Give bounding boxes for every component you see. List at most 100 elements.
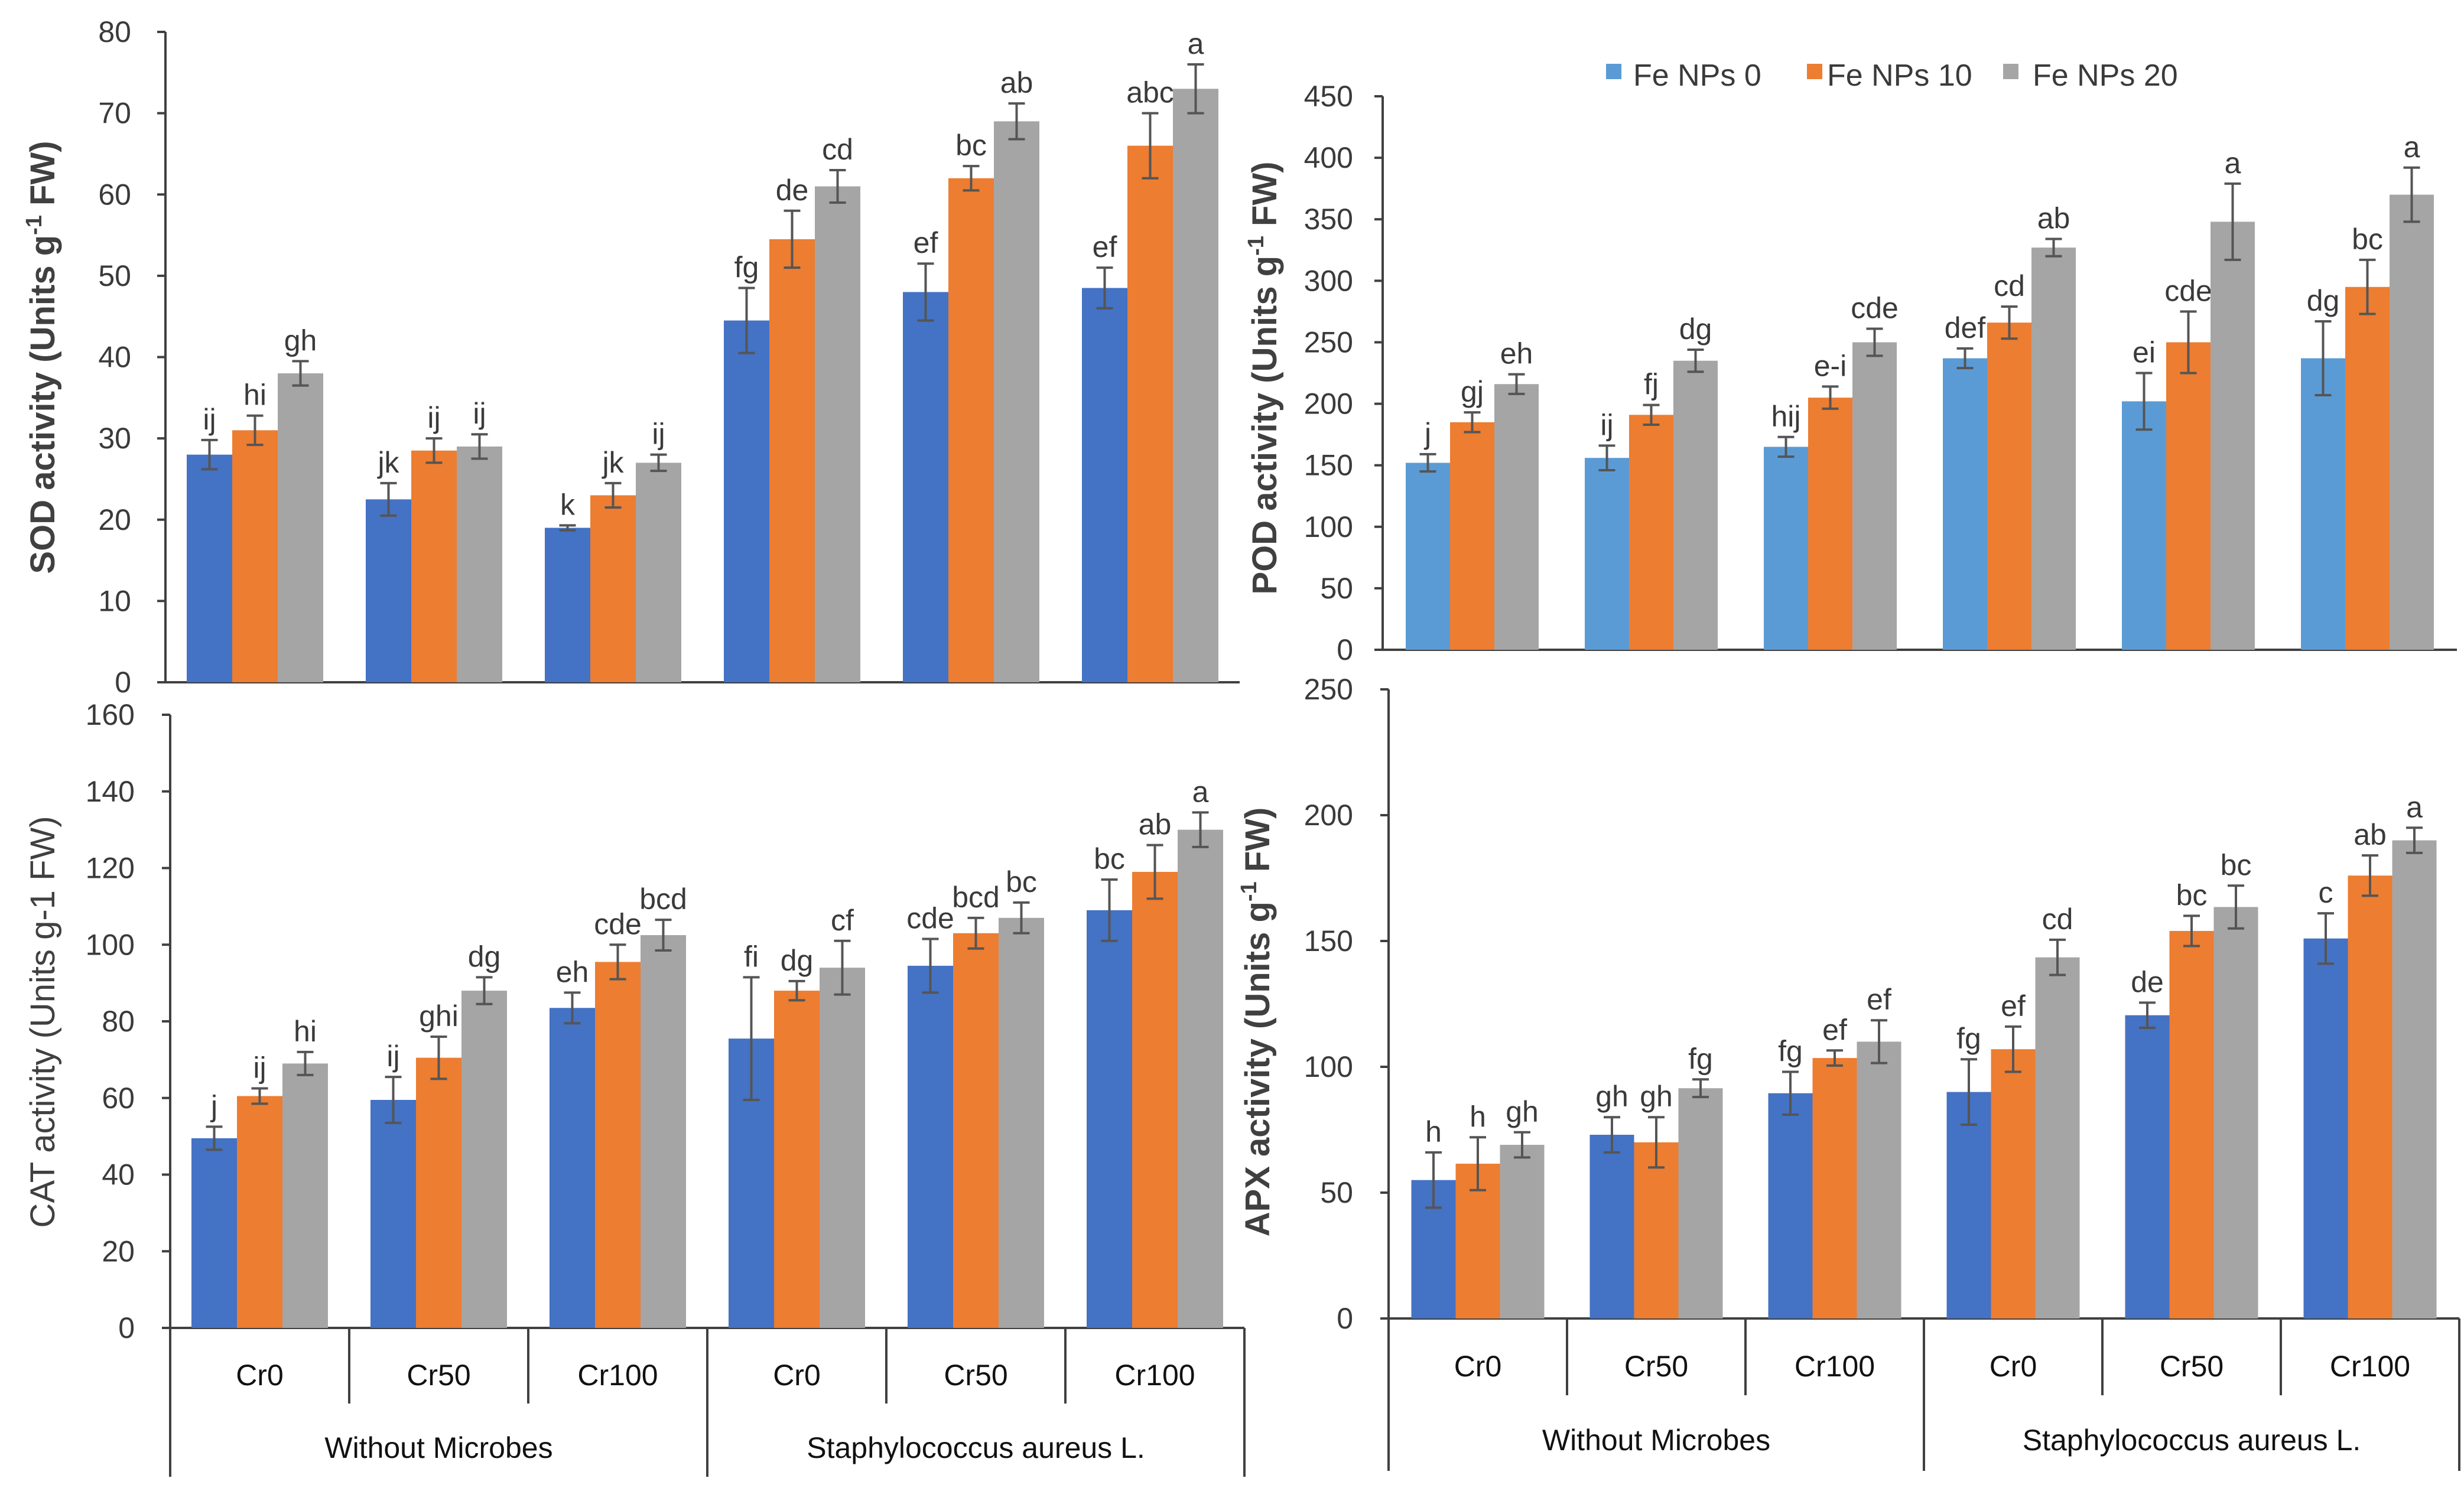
pod-bar: [1764, 447, 1808, 650]
apx-category-label: Cr0: [1990, 1350, 2037, 1383]
pod-y-tick-label: 0: [1337, 633, 1353, 666]
cat-bar: [550, 1008, 595, 1328]
sod-significance-letter: k: [560, 488, 576, 521]
apx-bar: [1946, 1092, 1991, 1318]
legend-label-fe-nps-0: Fe NPs 0: [1633, 58, 1761, 93]
cat-y-tick-label: 40: [102, 1158, 135, 1191]
sod-significance-letter: hi: [243, 379, 266, 412]
apx-category-label: Cr50: [1624, 1350, 1688, 1383]
cat-y-tick-label: 60: [102, 1082, 135, 1115]
pod-significance-letter: fj: [1644, 368, 1659, 401]
sod-bar: [1082, 288, 1127, 682]
pod-significance-letter: dg: [1679, 312, 1712, 346]
cat-significance-letter: a: [1192, 775, 1209, 808]
sod-bar: [815, 186, 860, 682]
apx-bar: [1500, 1145, 1545, 1318]
apx-significance-letter: c: [2319, 876, 2333, 909]
cat-significance-letter: bcd: [952, 881, 1000, 914]
cat-bar: [237, 1096, 282, 1328]
cat-significance-letter: ghi: [419, 999, 459, 1033]
sod-significance-letter: ab: [1000, 66, 1033, 99]
cat-bar: [282, 1063, 328, 1328]
cat-significance-letter: eh: [556, 955, 589, 988]
cat-bar: [953, 933, 999, 1328]
sod-bar: [1127, 145, 1173, 683]
sod-significance-letter: ef: [914, 226, 938, 259]
sod-y-tick-label: 10: [98, 584, 131, 617]
pod-bar: [1987, 323, 2031, 650]
sod-significance-letter: jk: [601, 446, 624, 479]
pod-significance-letter: bc: [2352, 223, 2383, 256]
legend-label-fe-nps-10: Fe NPs 10: [1827, 58, 1972, 93]
pod-y-tick-label: 400: [1304, 141, 1353, 174]
apx-significance-letter: bc: [2176, 878, 2208, 911]
pod-significance-letter: cde: [1851, 292, 1899, 325]
apx-group-label: Without Microbes: [1542, 1424, 1770, 1457]
cat-panel: 0 20 40 60 80 100 120 140 160 CAT activity (Units…: [24, 698, 1246, 1477]
pod-bar: [2345, 286, 2390, 650]
cat-y-tick-label: 80: [102, 1005, 135, 1038]
apx-panel: 0 50 100 150 200 250 APX activity (Units g-1 F…: [1237, 673, 2460, 1471]
sod-significance-letter: ij: [203, 403, 216, 436]
cat-bar: [908, 965, 953, 1328]
sod-y-tick-label: 50: [98, 259, 131, 292]
cat-y-axis-label-main: CAT activity (Units g-1 FW): [24, 816, 62, 1227]
cat-y-tick-label: 140: [86, 775, 135, 808]
cat-significance-letter: ab: [1139, 808, 1172, 841]
pod-y-tick-label: 150: [1304, 449, 1353, 482]
apx-y-axis-label: APX activity (Units g-1 FW): [1237, 808, 1277, 1237]
apx-y-axis-label-sup: -1: [1237, 881, 1262, 901]
apx-group-label: Staphylococcus aureus L.: [2023, 1424, 2361, 1457]
cat-significance-letter: ij: [386, 1040, 399, 1073]
sod-bar: [994, 121, 1039, 682]
pod-significance-letter: eh: [1500, 337, 1533, 370]
pod-y-tick-label: 350: [1304, 203, 1353, 236]
apx-significance-letter: fg: [1956, 1022, 1981, 1055]
apx-category-label: Cr100: [2330, 1350, 2410, 1383]
sod-bar: [457, 446, 502, 682]
pod-y-tick-label: 200: [1304, 388, 1353, 421]
sod-y-axis-label-tail: FW): [24, 141, 62, 215]
pod-significance-letter: e-i: [1814, 349, 1847, 382]
cat-significance-letter: cde: [594, 907, 642, 940]
apx-y-tick-label: 150: [1304, 924, 1353, 958]
pod-bar: [1585, 458, 1629, 650]
cat-group-label: Without Microbes: [324, 1431, 552, 1464]
pod-significance-letter: def: [1945, 311, 1986, 344]
sod-y-axis-label-sup: -1: [22, 215, 47, 235]
cat-significance-letter: bc: [1094, 842, 1125, 875]
sod-significance-letter: de: [776, 174, 809, 207]
cat-bar: [1087, 910, 1132, 1328]
sod-bar: [948, 178, 994, 683]
cat-y-tick-label: 0: [118, 1311, 135, 1344]
apx-significance-letter: h: [1470, 1100, 1486, 1133]
cat-bar: [1178, 829, 1223, 1328]
pod-y-tick-label: 250: [1304, 325, 1353, 359]
apx-significance-letter: ef: [1822, 1013, 1847, 1046]
apx-significance-letter: gh: [1595, 1080, 1628, 1113]
pod-bar: [2211, 222, 2255, 650]
sod-bar: [769, 239, 815, 683]
sod-y-tick-label: 40: [98, 341, 131, 374]
legend-swatch-fe-nps-20: [2003, 64, 2018, 79]
pod-bar: [1852, 342, 1897, 650]
sod-y-tick-label: 80: [98, 15, 131, 48]
sod-bar: [724, 320, 769, 682]
pod-y-tick-label: 300: [1304, 264, 1353, 297]
sod-bar: [187, 454, 232, 682]
sod-y-tick-label: 70: [98, 97, 131, 130]
pod-bar: [2301, 358, 2345, 650]
legend-swatch-fe-nps-10: [1807, 64, 1822, 79]
cat-bar: [1132, 871, 1178, 1328]
sod-bar: [590, 495, 636, 682]
pod-panel: 0 50 100 150 200 250 300 350 400 450 POD activity …: [1244, 80, 2457, 666]
pod-y-tick-label: 100: [1304, 510, 1353, 543]
cat-y-axis-label: CAT activity (Units g-1 FW): [24, 816, 62, 1227]
apx-significance-letter: ef: [2001, 989, 2026, 1023]
pod-significance-letter: dg: [2307, 284, 2340, 317]
cat-significance-letter: bc: [1006, 865, 1037, 898]
pod-significance-letter: a: [2225, 146, 2241, 180]
legend-label-fe-nps-20: Fe NPs 20: [2033, 58, 2178, 93]
sod-bar: [232, 430, 278, 682]
